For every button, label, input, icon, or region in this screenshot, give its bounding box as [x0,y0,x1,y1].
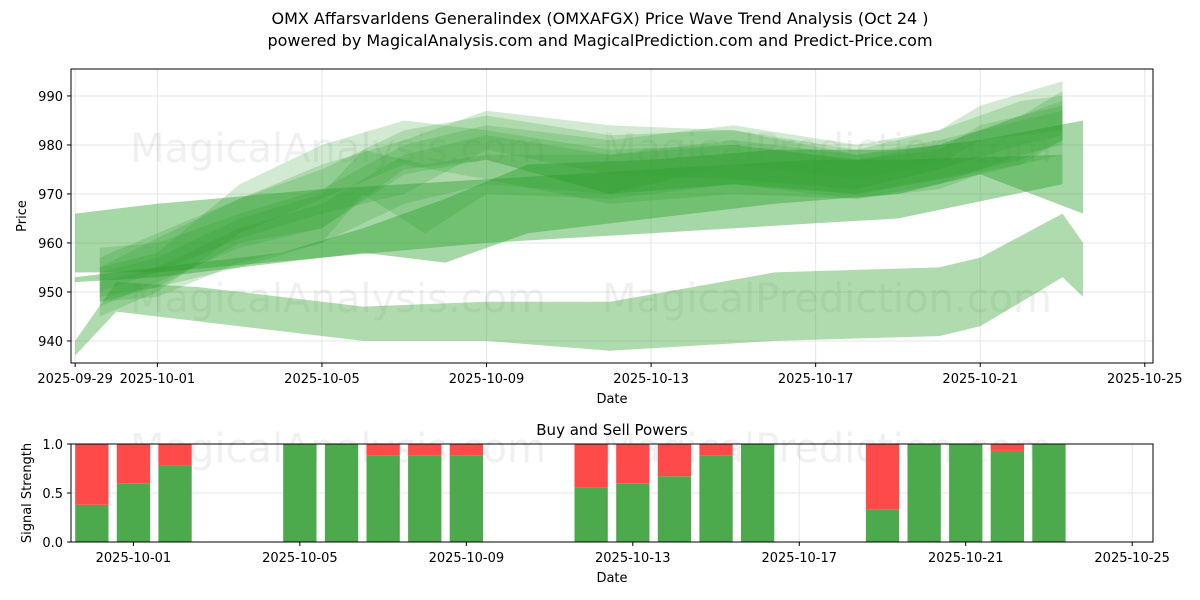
buy-bar [574,487,608,542]
x-tick-label: 2025-10-05 [262,551,338,566]
main-y-axis: 940 950 960 970 980 990 [38,90,71,350]
buy-bar [449,455,483,542]
signal-x-axis-label: Date [596,571,627,586]
watermark-text: MagicalAnalysis.com [130,276,546,322]
main-x-axis: 2025-09-29 2025-10-01 2025-10-05 2025-10-09… [37,363,1183,387]
buy-bar [949,444,983,542]
y-tick-label: 940 [38,335,63,350]
buy-bar [741,444,775,542]
signal-watermarks: MagicalAnalysis.com MagicalPrediction.co… [130,426,1052,472]
y-tick-label: 970 [38,188,63,203]
signal-x-axis: 2025-10-01 2025-10-05 2025-10-09 2025-10-13… [96,542,1170,566]
watermark-text: MagicalPrediction.com [602,126,1052,172]
price-band-wave-trend-long [75,154,1063,273]
x-tick-label: 2025-10-09 [429,551,505,566]
sell-bar [699,444,733,456]
signal-chart-title: Buy and Sell Powers [536,421,688,439]
x-tick-label: 2025-10-17 [778,372,854,387]
buy-bar [699,455,733,542]
watermark-text: MagicalAnalysis.com [130,426,546,472]
x-tick-label: 2025-10-01 [96,551,172,566]
buy-bar [990,450,1024,542]
buy-bar [75,504,109,542]
main-plot-frame [70,68,1154,364]
watermark-text: MagicalPrediction.com [602,426,1052,472]
chart-subtitle: powered by MagicalAnalysis.com and Magic… [267,31,933,50]
sell-bar [574,444,608,488]
signal-plot-frame [70,443,1154,543]
y-tick-label: 960 [38,237,63,252]
y-tick-label: 950 [38,286,63,301]
x-tick-label: 2025-10-21 [942,372,1018,387]
x-tick-label: 2025-10-25 [1094,551,1170,566]
price-band-wave-upper-5 [99,95,1063,292]
buy-bar [366,455,400,542]
x-tick-label: 2025-10-13 [595,551,671,566]
signal-bars [75,444,1066,542]
sell-bar [116,444,151,484]
price-wave-bands [75,81,1084,356]
buy-bar [616,483,650,542]
watermark-text: MagicalPrediction.com [602,276,1052,322]
price-band-wave-rise-mid [75,120,1084,283]
price-band-wave-upper-3 [99,105,1063,317]
sell-bar [408,444,442,456]
price-band-wave-low [75,213,1084,356]
main-y-axis-label: Price [15,200,30,232]
buy-bar [865,509,900,542]
sell-bar [158,444,192,466]
main-watermarks: MagicalAnalysis.com MagicalPrediction.co… [130,126,1052,322]
x-tick-label: 2025-10-09 [449,372,525,387]
buy-bar [158,465,192,542]
sell-bar [865,444,900,510]
buy-bar [408,455,442,542]
signal-y-axis: 0.0 0.5 1.0 [42,438,71,551]
watermark-text: MagicalAnalysis.com [130,126,546,172]
signal-grid [71,443,1153,543]
y-tick-label: 1.0 [42,438,63,453]
y-tick-label: 0.5 [42,487,63,502]
y-tick-label: 990 [38,90,63,105]
sell-bar [449,444,483,456]
x-tick-label: 2025-10-21 [928,551,1004,566]
buy-bar [283,444,317,542]
y-tick-label: 0.0 [42,536,63,551]
sell-bar [616,444,650,484]
x-tick-label: 2025-10-17 [761,551,837,566]
signal-y-axis-label: Signal Strength [20,443,35,543]
price-band-wave-upper-1 [99,81,1063,297]
x-tick-label: 2025-09-29 [37,372,113,387]
price-band-wave-upper-2 [99,91,1063,307]
x-tick-label: 2025-10-05 [284,372,360,387]
y-tick-label: 980 [38,139,63,154]
buy-bar [1032,444,1066,542]
buy-bar [324,444,359,542]
sell-bar [75,444,109,505]
main-grid [71,69,1153,363]
x-tick-label: 2025-10-25 [1107,372,1183,387]
buy-bar [116,483,151,542]
main-x-axis-label: Date [596,392,627,407]
buy-bar [657,476,692,542]
sell-bar [657,444,692,477]
chart-title: OMX Affarsvarldens Generalindex (OMXAFGX… [271,9,929,28]
price-band-wave-upper-6 [99,100,1063,302]
x-tick-label: 2025-10-01 [120,372,196,387]
sell-bar [990,444,1024,451]
sell-bar [366,444,400,456]
buy-bar [907,444,941,542]
x-tick-label: 2025-10-13 [613,372,689,387]
price-band-wave-upper-4 [99,110,1063,302]
